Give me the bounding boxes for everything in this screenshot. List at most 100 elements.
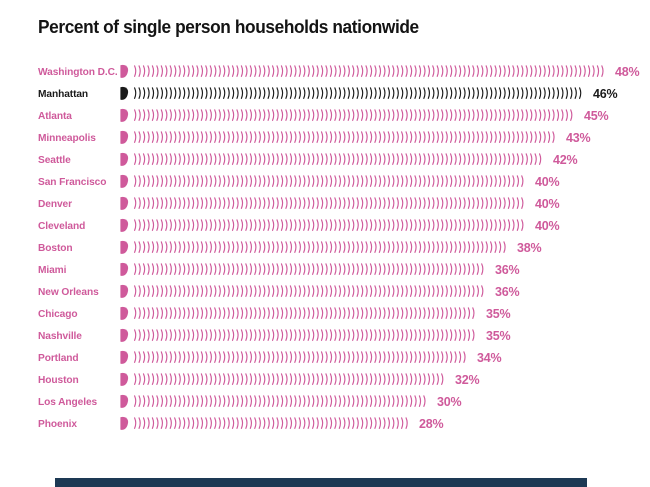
wave-stroke — [214, 307, 217, 319]
wave-stroke — [414, 241, 417, 253]
wave-stroke — [160, 153, 164, 165]
wave-stroke — [343, 109, 346, 121]
wave-stroke — [156, 197, 159, 209]
wave-stroke — [178, 417, 181, 429]
wave-stroke — [432, 351, 435, 363]
wave-stroke — [236, 329, 239, 341]
wave-stroke — [307, 395, 310, 407]
wave-stroke — [200, 329, 204, 341]
wave-stroke — [191, 241, 195, 253]
wave-stroke — [360, 241, 364, 253]
wave-stroke — [187, 197, 190, 209]
wave-stroke — [187, 417, 190, 429]
wave-stroke — [182, 373, 186, 385]
wave-stroke — [374, 263, 377, 275]
wave-stroke — [280, 395, 284, 407]
wave-stroke — [432, 329, 435, 341]
wave-stroke — [409, 87, 413, 99]
wave-stroke — [147, 373, 150, 385]
wave-stroke — [538, 131, 542, 143]
wave-stroke — [294, 109, 297, 121]
wave-stroke — [334, 241, 337, 253]
wave-stroke — [205, 329, 208, 341]
wave-stroke — [427, 263, 431, 275]
wave-bar — [120, 394, 426, 408]
wave-stroke — [298, 241, 301, 253]
wave-stroke — [525, 65, 528, 77]
wave-stroke — [436, 153, 439, 165]
wave-stroke — [316, 131, 319, 143]
wave-stroke — [454, 175, 457, 187]
wave-stroke — [263, 373, 266, 385]
wave-stroke — [409, 131, 413, 143]
wave-stroke — [414, 351, 417, 363]
wave-stroke — [329, 197, 333, 209]
wave-stroke — [169, 197, 172, 209]
wave-stroke — [374, 241, 377, 253]
chart-row: Nashville 35% — [38, 328, 511, 344]
wave-stroke — [432, 285, 435, 297]
wave-stroke — [294, 395, 297, 407]
wave-stroke — [236, 131, 239, 143]
wave-stroke — [285, 395, 288, 407]
wave-stroke — [271, 241, 275, 253]
wave-stroke — [307, 373, 310, 385]
wave-stroke — [174, 351, 177, 363]
wave-stroke — [392, 395, 395, 407]
wave-stroke — [227, 241, 230, 253]
wave-stroke — [147, 285, 150, 297]
wave-stroke — [338, 197, 342, 209]
wave-stroke — [445, 109, 448, 121]
wave-stroke — [174, 87, 177, 99]
wave-stroke — [303, 417, 306, 429]
chart-row: Washington D.C. 48% — [38, 64, 640, 80]
wave-stroke — [249, 197, 253, 209]
wave-stroke — [147, 307, 150, 319]
wave-stroke — [441, 153, 444, 165]
wave-stroke — [494, 153, 497, 165]
wave-stroke — [378, 395, 382, 407]
wave-stroke — [472, 153, 475, 165]
wave-stroke — [583, 65, 586, 77]
wave-stroke — [263, 395, 266, 407]
wave-stroke — [463, 263, 466, 275]
row-value: 35% — [486, 329, 511, 343]
wave-stroke — [138, 285, 141, 297]
wave-stroke — [334, 219, 337, 231]
wave-stroke — [507, 109, 511, 121]
wave-stroke — [356, 131, 359, 143]
wave-stroke — [347, 175, 350, 187]
row-label: Denver — [38, 198, 72, 210]
wave-stroke — [436, 175, 439, 187]
wave-stroke — [231, 175, 235, 187]
wave-stroke — [392, 241, 395, 253]
wave-stroke — [316, 197, 319, 209]
wave-stroke — [258, 87, 261, 99]
wave-stroke — [378, 329, 382, 341]
wave-stroke — [352, 109, 355, 121]
row-label: Los Angeles — [38, 396, 98, 408]
wave-stroke — [463, 153, 466, 165]
wave-stroke — [409, 109, 413, 121]
wave-stroke — [191, 175, 195, 187]
wave-stroke — [338, 175, 342, 187]
wave-stroke — [405, 329, 408, 341]
wave-stroke — [441, 351, 444, 363]
wave-stroke — [142, 87, 146, 99]
wave-stroke — [467, 263, 471, 275]
wave-stroke — [347, 65, 350, 77]
wave-stroke — [254, 417, 257, 429]
wave-stroke — [165, 87, 168, 99]
wave-stroke — [423, 373, 426, 385]
wave-stroke — [165, 109, 168, 121]
wave-stroke — [360, 285, 364, 297]
wave-stroke — [249, 417, 253, 429]
wave-stroke — [285, 131, 288, 143]
wave-stroke — [209, 87, 212, 99]
wave-stroke — [138, 87, 141, 99]
wave-stroke — [267, 241, 270, 253]
wave-stroke — [174, 197, 177, 209]
wave-stroke — [169, 329, 172, 341]
wave-stroke — [267, 87, 270, 99]
wave-stroke — [303, 87, 306, 99]
